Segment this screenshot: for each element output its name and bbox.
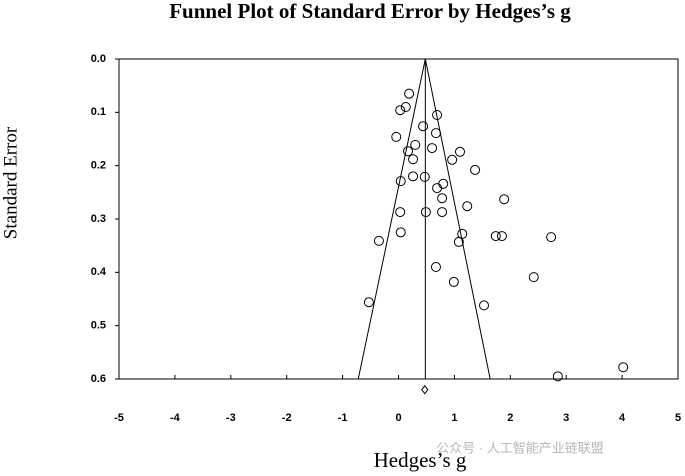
study-point (404, 88, 415, 99)
study-point (430, 128, 441, 139)
study-point (448, 276, 459, 287)
x-tick-label: -2 (282, 412, 292, 424)
y-tick-label: 0.5 (91, 320, 106, 332)
x-tick-label: -1 (338, 412, 348, 424)
x-tick-label: 3 (563, 412, 569, 424)
x-tick-label: 2 (507, 412, 513, 424)
y-tick-label: 0.3 (91, 213, 106, 225)
study-point (432, 110, 443, 120)
study-point (395, 105, 406, 116)
study-point (447, 154, 458, 165)
x-tick-label: 4 (619, 412, 626, 424)
chart-title: Funnel Plot of Standard Error by Hedges’… (169, 0, 571, 23)
study-point (419, 171, 430, 182)
study-point (430, 262, 441, 272)
study-point (499, 194, 510, 205)
study-point (373, 235, 384, 246)
study-point (453, 236, 464, 247)
study-point (395, 176, 406, 187)
study-point (391, 131, 402, 142)
y-axis-label: Standard Error (0, 126, 21, 239)
x-tick-label: 0 (395, 412, 401, 424)
study-point (437, 193, 448, 204)
y-tick-label: 0.0 (91, 53, 106, 65)
x-axis-label: Hedges’s g (374, 448, 467, 472)
study-point (408, 154, 419, 165)
study-point (420, 207, 431, 218)
study-point (432, 183, 443, 194)
study-point (479, 300, 490, 311)
y-tick-label: 0.6 (91, 373, 106, 385)
study-point (427, 143, 438, 154)
y-tick-label: 0.2 (91, 160, 106, 172)
study-point (528, 272, 539, 283)
y-tick-label: 0.4 (91, 266, 107, 278)
study-point (410, 139, 421, 150)
study-point (437, 207, 448, 218)
study-point (462, 201, 473, 212)
plot-frame (118, 58, 679, 380)
study-point (546, 232, 557, 243)
x-tick-label: -5 (114, 412, 124, 424)
watermark: 公众号 · 人工智能产业链联盟 (436, 440, 604, 455)
x-tick-label: -3 (226, 412, 236, 424)
funnel-right (424, 58, 491, 380)
study-point (418, 121, 429, 132)
study-point (454, 146, 465, 157)
study-point (618, 362, 629, 373)
study-point (438, 178, 449, 189)
x-tick-label: 5 (675, 412, 681, 424)
summary-diamond (421, 384, 429, 395)
y-tick-label: 0.1 (91, 106, 106, 118)
study-point (395, 207, 406, 218)
study-point (400, 102, 411, 112)
study-point (496, 231, 507, 242)
study-point (552, 371, 563, 382)
study-point (363, 297, 374, 308)
study-point (408, 171, 419, 182)
study-point (403, 146, 414, 157)
x-tick-label: 1 (451, 412, 457, 424)
study-point (395, 227, 406, 238)
funnel-left (357, 58, 426, 380)
study-point (490, 231, 501, 242)
x-tick-label: -4 (170, 412, 181, 424)
study-point (470, 164, 481, 175)
